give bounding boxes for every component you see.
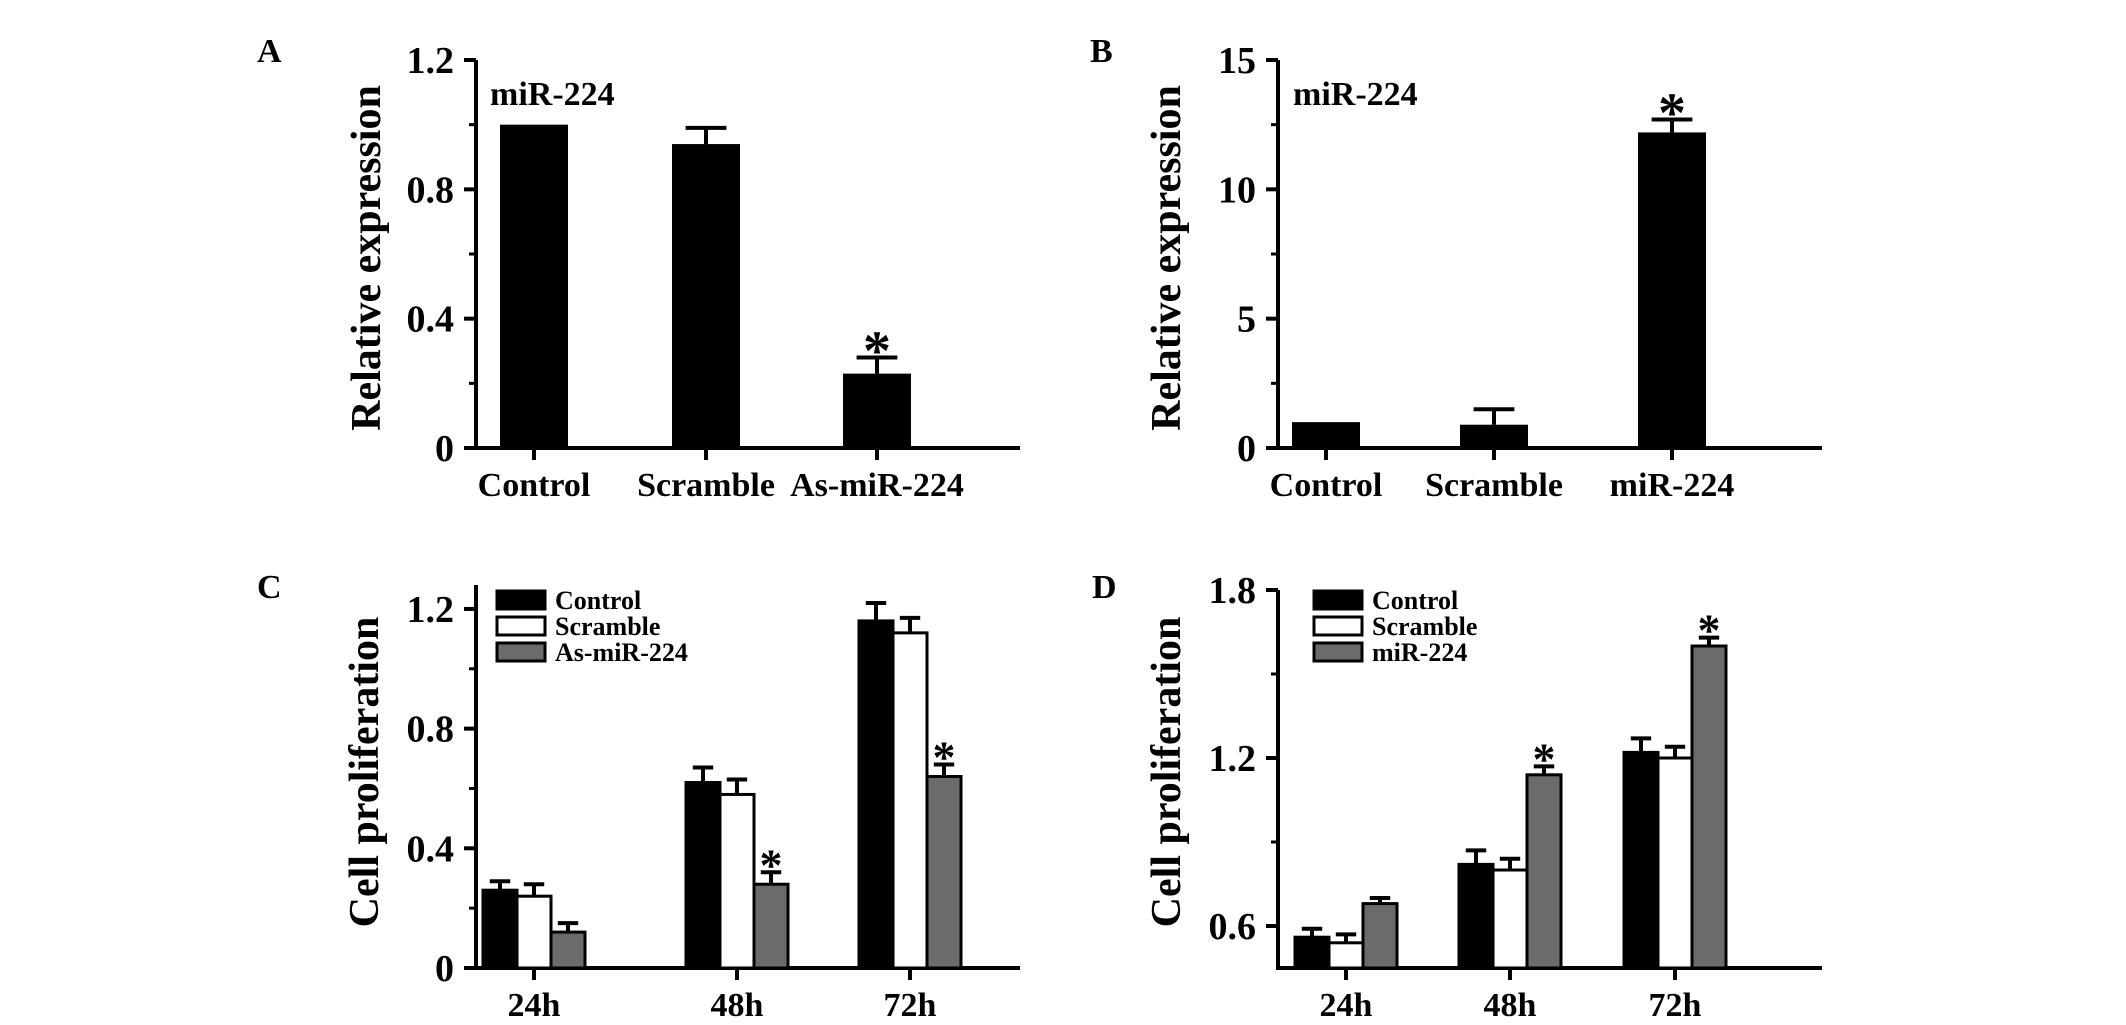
chart-panel-d: D 0.6 1.2 1.8 Cell proliferation 24h 48h 72h * * C… xyxy=(1092,569,1822,1024)
legend-label: Scramble xyxy=(555,612,660,641)
significance-mark: * xyxy=(1533,733,1556,784)
y-tick-label: 0.4 xyxy=(407,828,455,870)
y-axis-label: Cell proliferation xyxy=(1144,617,1190,928)
y-tick-label: 0 xyxy=(435,948,454,990)
bar xyxy=(500,124,568,449)
bar xyxy=(1690,644,1728,970)
bar xyxy=(1491,868,1529,970)
significance-mark: * xyxy=(760,839,783,890)
x-tick-label: Scramble xyxy=(637,467,775,504)
bar xyxy=(857,619,895,970)
bar xyxy=(843,373,911,448)
bar xyxy=(925,775,963,970)
bar xyxy=(481,888,519,970)
y-axis-label: Relative expression xyxy=(1144,85,1190,431)
significance-mark: * xyxy=(1658,82,1686,144)
bar xyxy=(1656,756,1694,970)
y-tick-label: 0 xyxy=(435,428,454,470)
bar xyxy=(1293,935,1331,970)
bar xyxy=(1457,862,1495,970)
y-tick-label: 5 xyxy=(1237,299,1256,341)
legend-label: Control xyxy=(555,586,641,615)
y-tick-label: 1.8 xyxy=(1209,570,1257,612)
y-axis-label: Relative expression xyxy=(344,85,390,431)
panel-letter: A xyxy=(257,33,282,70)
y-tick-label: 1.2 xyxy=(407,589,455,631)
x-tick-label: 24h xyxy=(1320,987,1373,1024)
x-tick-label: 24h xyxy=(508,987,561,1024)
y-tick-label: 10 xyxy=(1218,169,1256,211)
y-tick-label: 0 xyxy=(1237,428,1256,470)
legend-swatch xyxy=(495,641,547,663)
legend-label: Scramble xyxy=(1372,612,1477,641)
bar xyxy=(1292,422,1360,448)
bar xyxy=(891,631,929,970)
x-tick-label: Control xyxy=(478,467,591,504)
significance-mark: * xyxy=(933,732,956,783)
bar xyxy=(1525,773,1563,970)
legend-swatch xyxy=(495,589,547,611)
x-tick-label: 48h xyxy=(711,987,764,1024)
x-tick-label: miR-224 xyxy=(1610,467,1735,504)
bar xyxy=(1327,941,1365,970)
bar xyxy=(1361,902,1399,970)
y-tick-label: 0.4 xyxy=(407,299,455,341)
bar xyxy=(1638,132,1706,448)
significance-mark: * xyxy=(1698,605,1721,656)
chart-panel-a: A 0 0.4 0.8 1.2 Relative expression Control Scr… xyxy=(257,33,1020,504)
y-tick-label: 15 xyxy=(1218,40,1256,82)
legend-swatch xyxy=(1312,589,1364,611)
bar xyxy=(515,894,553,970)
chart-annotation: miR-224 xyxy=(490,76,615,113)
bar xyxy=(1460,424,1528,448)
y-tick-label: 0.6 xyxy=(1209,906,1257,948)
panel-letter: B xyxy=(1090,33,1113,70)
y-tick-label: 1.2 xyxy=(1209,738,1257,780)
x-tick-label: 48h xyxy=(1484,987,1537,1024)
bar xyxy=(718,792,756,970)
x-tick-label: As-miR-224 xyxy=(790,467,964,504)
legend-label: As-miR-224 xyxy=(555,638,688,667)
y-tick-label: 1.2 xyxy=(407,40,455,82)
y-axis-label: Cell proliferation xyxy=(342,617,388,928)
chart-annotation: miR-224 xyxy=(1293,76,1418,113)
y-tick-label: 0.8 xyxy=(407,169,455,211)
legend-swatch xyxy=(1312,615,1364,637)
x-tick-label: 72h xyxy=(884,987,937,1024)
legend-swatch xyxy=(495,615,547,637)
bar xyxy=(1622,750,1660,970)
x-tick-label: Scramble xyxy=(1425,467,1563,504)
legend-label: Control xyxy=(1372,586,1458,615)
bar xyxy=(549,930,587,970)
panel-letter: D xyxy=(1092,569,1117,606)
y-tick-label: 0.8 xyxy=(407,709,455,751)
chart-panel-c: C 0 0.4 0.8 1.2 Cell proliferation 24h 48h 72h * *… xyxy=(257,569,1020,1024)
legend-label: miR-224 xyxy=(1372,638,1467,667)
x-tick-label: 72h xyxy=(1649,987,1702,1024)
significance-mark: * xyxy=(863,320,891,382)
legend-swatch xyxy=(1312,641,1364,663)
bar xyxy=(684,780,722,970)
chart-panel-b: B 0 5 10 15 Relative expression Control Scrambl… xyxy=(1090,33,1822,504)
bar xyxy=(752,882,790,970)
x-tick-label: Control xyxy=(1270,467,1383,504)
panel-letter: C xyxy=(257,569,282,606)
bar xyxy=(672,144,740,449)
